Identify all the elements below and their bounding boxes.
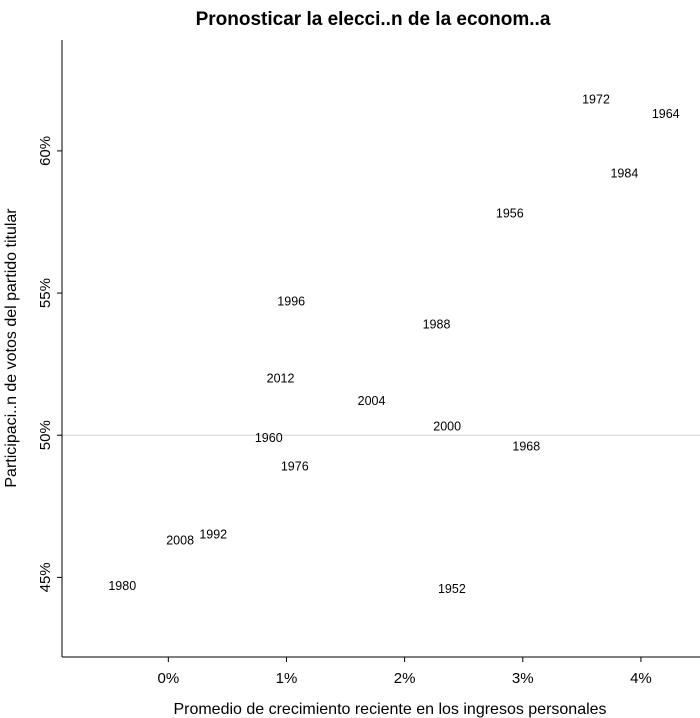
point-label-1980: 1980: [108, 579, 136, 593]
y-tick-label: 55%: [37, 278, 54, 308]
x-axis-label: Promedio de crecimiento reciente en los …: [173, 701, 606, 718]
point-label-1976: 1976: [281, 459, 309, 473]
point-label-2004: 2004: [358, 394, 386, 408]
point-label-2012: 2012: [267, 371, 295, 385]
y-axis-ticks: 45% 50% 55% 60%: [37, 136, 62, 592]
x-tick-label: 3%: [512, 670, 534, 687]
y-tick-label: 50%: [37, 420, 54, 450]
x-tick-label: 1%: [276, 670, 298, 687]
point-label-1956: 1956: [496, 206, 524, 220]
point-label-1960: 1960: [255, 431, 283, 445]
y-tick-label: 45%: [37, 562, 54, 592]
point-label-2000: 2000: [433, 420, 461, 434]
chart-title: Pronosticar la elecci..n de la econom..a: [196, 9, 551, 30]
x-tick-label: 2%: [394, 670, 416, 687]
point-label-1984: 1984: [610, 167, 638, 181]
x-axis-ticks: 0% 1% 2% 3% 4%: [157, 657, 652, 687]
point-label-1988: 1988: [423, 317, 451, 331]
point-labels: 1952 1956 1960 1964 1968 1972 1976 1980 1984 1988…: [108, 93, 679, 596]
point-label-1972: 1972: [582, 93, 610, 107]
point-label-1992: 1992: [199, 528, 227, 542]
point-label-1964: 1964: [652, 107, 680, 121]
point-label-1952: 1952: [438, 582, 466, 596]
x-tick-label: 0%: [157, 670, 179, 687]
x-tick-label: 4%: [630, 670, 652, 687]
point-label-1996: 1996: [277, 295, 305, 309]
point-label-1968: 1968: [512, 440, 540, 454]
y-axis-label: Participaci..n de votos del partido titu…: [3, 208, 20, 488]
point-label-2008: 2008: [166, 533, 194, 547]
y-tick-label: 60%: [37, 136, 54, 166]
